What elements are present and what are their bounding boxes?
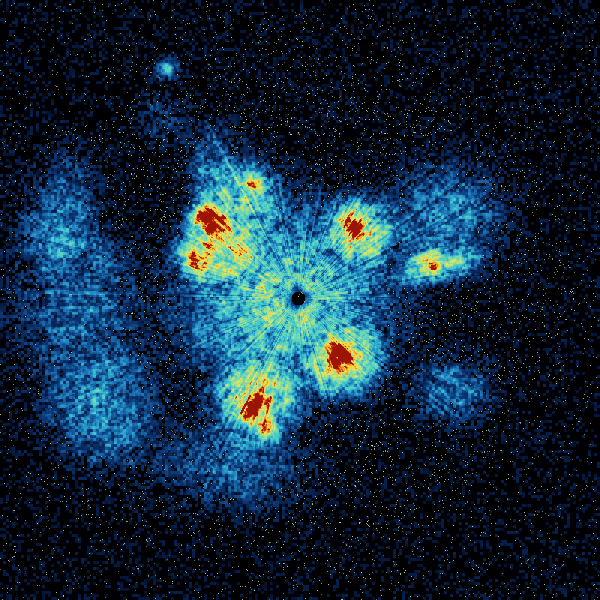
radar-image-panel: Radar Reflectivity PPI Scan — [0, 0, 600, 600]
radar-reflectivity-canvas — [0, 0, 600, 600]
